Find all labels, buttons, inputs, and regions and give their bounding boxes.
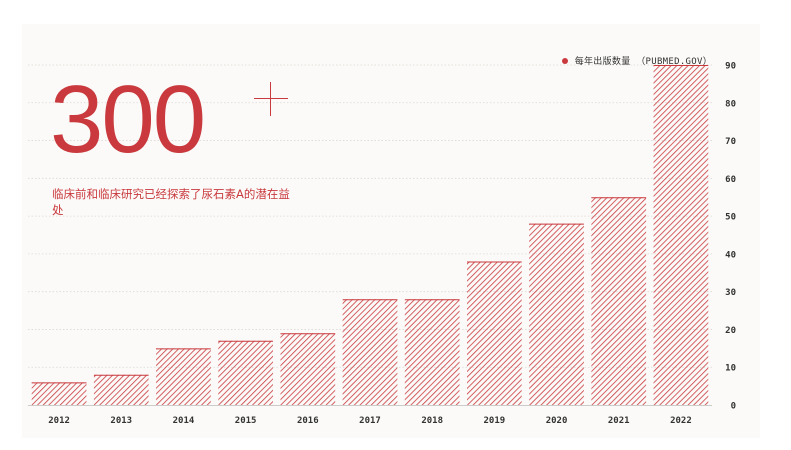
legend: 每年出版数量 （PUBMED.GOV） (561, 54, 712, 67)
headline-number: 300 (50, 66, 206, 173)
bar (218, 340, 273, 405)
x-tick-label: 2022 (670, 416, 692, 426)
x-tick-label: 2014 (173, 416, 195, 426)
x-tick-label: 2020 (546, 416, 568, 426)
bar (31, 382, 87, 405)
bar-chart: 0 10 20 30 40 50 60 70 80 90 2012 2013 2014 2015 2016 2… (28, 62, 736, 426)
x-tick-label: 2016 (297, 416, 319, 426)
bar (93, 374, 149, 405)
x-tick-label: 2017 (359, 416, 381, 426)
bar (467, 261, 522, 405)
y-tick-label: 70 (725, 137, 736, 147)
x-tick-label: 2021 (608, 416, 630, 426)
headline-subtitle: 临床前和临床研究已经探索了尿石素A的潜在益处 (52, 187, 290, 217)
x-tick-label: 2018 (421, 416, 443, 426)
y-tick-label: 20 (725, 326, 736, 336)
y-tick-label: 0 (731, 402, 736, 412)
bar (529, 223, 584, 405)
bar (342, 299, 398, 405)
bar (591, 197, 647, 405)
x-tick-label: 2012 (48, 416, 70, 426)
legend-dot-icon (561, 57, 568, 64)
bar (404, 299, 460, 405)
y-tick-label: 40 (725, 250, 736, 260)
y-tick-label: 10 (725, 364, 736, 374)
bar (280, 333, 336, 405)
legend-label: 每年出版数量 （PUBMED.GOV） (574, 57, 712, 67)
x-tick-label: 2019 (484, 416, 506, 426)
y-tick-label: 30 (725, 288, 736, 298)
x-tick-label: 2015 (235, 416, 257, 426)
y-tick-label: 50 (725, 213, 736, 223)
bar (156, 348, 211, 405)
y-tick-label: 80 (725, 99, 736, 109)
x-tick-label: 2013 (110, 416, 132, 426)
chart-panel: 0 10 20 30 40 50 60 70 80 90 2012 2013 2014 2015 2016 2… (22, 24, 760, 438)
y-tick-label: 60 (725, 175, 736, 185)
y-tick-label: 90 (725, 62, 736, 72)
bar (653, 65, 709, 405)
plus-icon (254, 82, 288, 116)
